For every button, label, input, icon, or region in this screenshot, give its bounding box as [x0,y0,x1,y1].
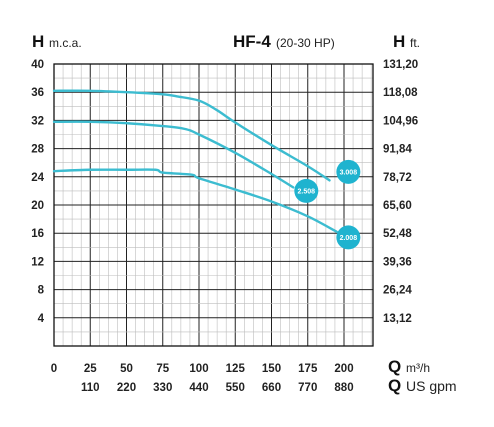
curve-3-008 [52,89,331,182]
y-tick-label-ft: 104,96 [383,115,418,127]
series-badge-2-008: 2.008 [336,225,361,250]
x-tick-label-m3h: 0 [51,363,57,375]
x-tick-label-gpm: 110 [81,382,100,394]
y-tick-label-ft: 78,72 [383,172,412,184]
y-tick-label-ft: 39,36 [383,256,412,268]
x-tick-label-gpm: 880 [334,382,353,394]
series-badge-label: 3.008 [340,169,358,176]
series-badge-circle [294,178,319,203]
series-badge-circle [336,225,361,250]
grid [53,63,374,347]
curve-2-008 [52,168,338,233]
x-tick-labels-gpm: 110 220 330 440 550 660 770 880 [81,382,354,394]
y-tick-label-m: 40 [31,59,44,71]
series-badge-2-508: 2.508 [294,178,319,203]
left-axis-letter: H [32,32,44,51]
q2-unit: US gpm [406,378,457,394]
right-axis-letter: H [393,32,405,51]
x-tick-label-gpm: 330 [153,382,172,394]
x-tick-label-gpm: 660 [262,382,281,394]
chart-title: HF-4 [233,32,271,51]
x-tick-label-m3h: 150 [262,363,281,375]
q1-letter: Q [388,357,401,376]
y-tick-label-m: 4 [38,313,45,325]
y-tick-label-ft: 13,12 [383,313,412,325]
series-labels: 3.008 2.508 2.008 [294,159,361,250]
x-tick-label-m3h: 125 [226,363,246,375]
x-tick-label-m3h: 200 [334,363,353,375]
plot-frame [53,63,374,347]
x-tick-label-m3h: 100 [189,363,208,375]
y-tick-label-m: 16 [31,228,44,240]
right-axis-unit: ft. [410,36,420,50]
left-axis-unit: m.c.a. [49,36,82,50]
x-tick-label-m3h: 50 [120,363,133,375]
x-tick-label-gpm: 220 [117,382,136,394]
y-tick-label-m: 20 [31,200,44,212]
x-tick-label-m3h: 175 [298,363,318,375]
y-tick-label-ft: 26,24 [383,285,412,297]
y-tick-label-m: 32 [31,115,44,127]
y-tick-label-m: 12 [31,256,44,268]
x-tick-labels-m3h: 0 25 50 75 100 125 150 175 200 [51,363,354,375]
y-tick-label-m: 28 [31,144,44,156]
x-tick-label-gpm: 550 [226,382,245,394]
y-tick-label-ft: 91,84 [383,144,412,156]
curve-2-508 [52,120,295,189]
y-tick-label-m: 8 [38,285,45,297]
series-badge-label: 2.508 [298,188,316,195]
series-badge-3-008: 3.008 [336,159,361,184]
y-tick-label-m: 36 [31,87,44,99]
y-tick-labels-right: 13,12 26,24 39,36 52,48 65,60 78,72 91,84 104,9… [383,59,418,325]
y-tick-label-ft: 52,48 [383,228,412,240]
y-tick-label-ft: 65,60 [383,200,412,212]
chart-subtitle: (20-30 HP) [276,36,335,50]
q1-unit: m³/h [406,361,430,375]
y-tick-label-m: 24 [31,172,44,184]
x-tick-label-gpm: 770 [298,382,317,394]
y-tick-labels-left: 4 8 12 16 20 24 28 32 36 40 [31,59,44,325]
x-tick-label-m3h: 75 [156,363,169,375]
curves [52,89,338,233]
x-tick-label-m3h: 25 [84,363,97,375]
y-tick-label-ft: 131,20 [383,59,418,71]
y-tick-label-ft: 118,08 [383,87,418,99]
series-badge-circle [336,159,361,184]
series-badge-label: 2.008 [340,235,358,242]
q2-letter: Q [388,376,401,395]
x-tick-label-gpm: 440 [189,382,208,394]
